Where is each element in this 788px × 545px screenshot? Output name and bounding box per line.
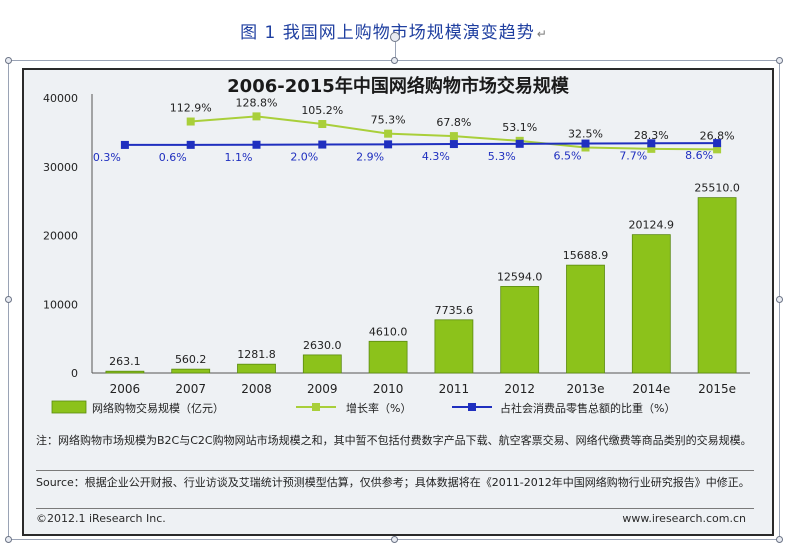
bar-data-label: 12594.0 bbox=[497, 270, 543, 283]
caption-text: 图 1 我国网上购物市场规模演变趋势 bbox=[240, 23, 535, 43]
retail-share-label: 8.6% bbox=[685, 149, 713, 162]
y-tick-label: 40000 bbox=[43, 92, 78, 105]
bar-data-label: 1281.8 bbox=[237, 348, 276, 361]
growth-rate-label: 112.9% bbox=[170, 102, 212, 115]
resize-handle-top[interactable] bbox=[391, 57, 398, 64]
x-tick-label: 2015e bbox=[698, 382, 736, 396]
bar bbox=[697, 197, 737, 374]
growth-rate-label: 28.3% bbox=[634, 129, 669, 142]
bar bbox=[500, 286, 540, 374]
bar bbox=[368, 340, 408, 374]
growth-rate-label: 26.8% bbox=[700, 129, 735, 142]
resize-handle-left[interactable] bbox=[5, 296, 12, 303]
bar bbox=[302, 354, 342, 374]
growth-rate-label: 53.1% bbox=[502, 121, 537, 134]
chart-note: 注：网络购物市场规模为B2C与C2C购物网站市场规模之和，其中暂不包括付费数字产… bbox=[36, 434, 752, 447]
growth-rate-label: 75.3% bbox=[371, 114, 406, 127]
y-tick-label: 20000 bbox=[43, 230, 78, 243]
bar bbox=[105, 370, 145, 374]
chart-title: 2006-2015年中国网络购物市场交易规模 bbox=[227, 76, 569, 97]
retail-share-label: 0.3% bbox=[93, 151, 121, 164]
paragraph-mark-icon: ↵ bbox=[536, 27, 548, 41]
retail-share-label: 4.3% bbox=[422, 150, 450, 163]
document-caption: 图 1 我国网上购物市场规模演变趋势 ↵ bbox=[0, 18, 788, 43]
growth-rate-label: 32.5% bbox=[568, 128, 603, 141]
retail-share-point bbox=[515, 139, 524, 148]
rotate-handle-icon[interactable] bbox=[390, 32, 400, 42]
resize-handle-top-right[interactable] bbox=[776, 57, 783, 64]
resize-handle-right[interactable] bbox=[776, 296, 783, 303]
x-tick-label: 2012 bbox=[504, 382, 535, 396]
x-tick-label: 2013e bbox=[567, 382, 605, 396]
x-tick-label: 2008 bbox=[241, 382, 272, 396]
bar-data-label: 25510.0 bbox=[694, 182, 740, 195]
rotate-handle-line bbox=[395, 42, 396, 60]
growth-rate-point bbox=[449, 132, 458, 141]
retail-share-point bbox=[647, 139, 656, 148]
retail-share-label: 7.7% bbox=[619, 149, 647, 162]
legend-marker-growth bbox=[312, 403, 320, 411]
growth-rate-point bbox=[384, 129, 393, 138]
x-tick-label: 2010 bbox=[373, 382, 404, 396]
legend-swatch-bar bbox=[51, 400, 87, 414]
retail-share-point bbox=[449, 140, 458, 149]
retail-share-point bbox=[713, 139, 722, 148]
resize-handle-bottom-left[interactable] bbox=[5, 536, 12, 543]
legend-label: 增长率（%） bbox=[346, 401, 411, 415]
legend-marker-share bbox=[468, 403, 476, 411]
legend-label: 占社会消费品零售总额的比重（%） bbox=[500, 401, 675, 415]
growth-rate-label: 128.8% bbox=[236, 96, 278, 109]
retail-share-label: 0.6% bbox=[159, 151, 187, 164]
bar-data-label: 560.2 bbox=[175, 353, 207, 366]
chart-source: Source：根据企业公开财报、行业访谈及艾瑞统计预测模型估算，仅供参考；具体数… bbox=[36, 476, 750, 489]
bar-data-label: 263.1 bbox=[109, 355, 141, 368]
bar bbox=[237, 363, 276, 374]
retail-share-point bbox=[581, 139, 590, 148]
bar-data-label: 2630.0 bbox=[303, 339, 342, 352]
bar bbox=[171, 368, 211, 374]
retail-share-label: 6.5% bbox=[554, 150, 582, 163]
growth-rate-label: 105.2% bbox=[301, 104, 343, 117]
growth-rate-point bbox=[647, 144, 656, 153]
x-tick-label: 2007 bbox=[175, 382, 206, 396]
growth-rate-point bbox=[252, 112, 261, 121]
bar-data-label: 7735.6 bbox=[435, 304, 474, 317]
retail-share-line bbox=[124, 142, 718, 146]
growth-rate-point bbox=[713, 145, 722, 154]
retail-share-label: 2.0% bbox=[290, 151, 318, 164]
bar bbox=[566, 264, 605, 374]
x-tick-label: 2011 bbox=[439, 382, 470, 396]
growth-rate-point bbox=[186, 117, 195, 126]
bar bbox=[631, 234, 671, 374]
y-tick-label: 0 bbox=[71, 367, 78, 380]
bar bbox=[434, 319, 474, 374]
y-tick-label: 10000 bbox=[43, 298, 78, 311]
resize-handle-bottom-right[interactable] bbox=[776, 536, 783, 543]
bar-data-label: 20124.9 bbox=[629, 219, 675, 232]
retail-share-point bbox=[384, 140, 393, 149]
retail-share-point bbox=[186, 140, 195, 149]
y-tick-label: 30000 bbox=[43, 161, 78, 174]
divider bbox=[36, 508, 754, 509]
website-text: www.iresearch.com.cn bbox=[622, 512, 746, 525]
resize-handle-top-left[interactable] bbox=[5, 57, 12, 64]
x-tick-label: 2006 bbox=[110, 382, 141, 396]
retail-share-label: 5.3% bbox=[488, 150, 516, 163]
retail-share-point bbox=[120, 140, 129, 149]
retail-share-label: 1.1% bbox=[225, 151, 253, 164]
bar-data-label: 4610.0 bbox=[369, 325, 408, 338]
growth-rate-point bbox=[318, 120, 327, 129]
x-tick-label: 2014e bbox=[632, 382, 670, 396]
retail-share-point bbox=[252, 140, 261, 149]
growth-rate-label: 67.8% bbox=[436, 116, 471, 129]
legend-label: 网络购物交易规模（亿元） bbox=[92, 401, 224, 415]
copyright-text: ©2012.1 iResearch Inc. bbox=[36, 512, 166, 525]
resize-handle-bottom[interactable] bbox=[391, 536, 398, 543]
retail-share-label: 2.9% bbox=[356, 150, 384, 163]
x-tick-label: 2009 bbox=[307, 382, 338, 396]
bar-data-label: 15688.9 bbox=[563, 249, 609, 262]
retail-share-point bbox=[318, 140, 327, 149]
divider bbox=[36, 470, 754, 471]
